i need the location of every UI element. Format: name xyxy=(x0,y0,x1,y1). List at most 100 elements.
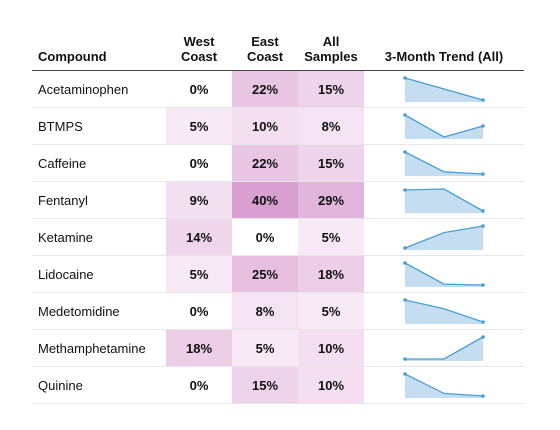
sparkline-endpoint xyxy=(403,246,407,250)
compound-name: Ketamine xyxy=(32,218,166,256)
header-compound-label: Compound xyxy=(38,49,107,64)
west-value-cell: 0% xyxy=(166,366,232,404)
compound-name: Lidocaine xyxy=(32,255,166,293)
trend-cell xyxy=(364,144,524,182)
sparkline-endpoint xyxy=(403,372,407,376)
compound-name: Caffeine xyxy=(32,144,166,182)
west-value-cell: 0% xyxy=(166,144,232,182)
sparkline xyxy=(403,335,485,361)
sparkline-endpoint xyxy=(481,224,485,228)
sparkline-endpoint xyxy=(403,113,407,117)
sparkline-line xyxy=(404,299,484,323)
trend-cell xyxy=(364,218,524,256)
sparkline-endpoint xyxy=(403,188,407,192)
trend-cell xyxy=(364,366,524,404)
west-value-cell: 5% xyxy=(166,107,232,145)
sparkline-line xyxy=(404,262,484,286)
sparkline-endpoint xyxy=(481,283,485,287)
header-trend: 3-Month Trend (All) xyxy=(364,34,524,71)
sparkline-endpoint xyxy=(481,172,485,176)
east-value-cell: 5% xyxy=(232,329,298,367)
all-value-cell: 5% xyxy=(298,292,364,330)
all-value-cell: 18% xyxy=(298,255,364,293)
sparkline-line xyxy=(405,336,484,360)
sparkline-endpoint xyxy=(481,209,485,213)
header-west-line2: Coast xyxy=(180,49,218,64)
east-value-cell: 15% xyxy=(232,366,298,404)
trend-cell xyxy=(364,255,524,293)
sparkline-endpoint xyxy=(481,320,485,324)
table-row: Lidocaine 5% 25% 18% xyxy=(32,255,524,293)
sparkline-line xyxy=(404,373,484,397)
compound-name: Medetomidine xyxy=(32,292,166,330)
west-value-cell: 5% xyxy=(166,255,232,293)
all-value-cell: 10% xyxy=(298,329,364,367)
compound-table: Compound West Coast East Coast All Samples … xyxy=(32,34,524,404)
sparkline-endpoint xyxy=(403,261,407,265)
sparkline-endpoint xyxy=(403,150,407,154)
table-row: Medetomidine 0% 8% 5% xyxy=(32,292,524,330)
sparkline-endpoint xyxy=(481,335,485,339)
sparkline-endpoint xyxy=(403,76,407,80)
header-west-line1: West xyxy=(183,34,215,49)
table-row: Acetaminophen 0% 22% 15% xyxy=(32,70,524,108)
table-row: Methamphetamine 18% 5% 10% xyxy=(32,329,524,367)
east-value-cell: 25% xyxy=(232,255,298,293)
east-value-cell: 22% xyxy=(232,70,298,108)
table-row: Ketamine 14% 0% 5% xyxy=(32,218,524,256)
header-east-coast: East Coast xyxy=(232,34,298,71)
west-value-cell: 18% xyxy=(166,329,232,367)
all-value-cell: 5% xyxy=(298,218,364,256)
sparkline-line xyxy=(404,114,484,138)
all-value-cell: 29% xyxy=(298,181,364,219)
header-compound: Compound xyxy=(32,34,166,71)
sparkline-area xyxy=(405,300,483,324)
sparkline xyxy=(403,372,485,398)
sparkline-endpoint xyxy=(481,394,485,398)
compound-name: Acetaminophen xyxy=(32,70,166,108)
sparkline xyxy=(403,113,485,139)
sparkline-endpoint xyxy=(403,298,407,302)
trend-cell xyxy=(364,107,524,145)
sparkline-area xyxy=(405,115,483,139)
west-value-cell: 0% xyxy=(166,70,232,108)
sparkline-endpoint xyxy=(481,98,485,102)
sparkline-area xyxy=(405,226,483,250)
sparkline-area xyxy=(405,374,483,398)
all-value-cell: 8% xyxy=(298,107,364,145)
compound-name: Methamphetamine xyxy=(32,329,166,367)
sparkline-area xyxy=(405,263,483,287)
header-all-line2: Samples xyxy=(304,49,358,64)
sparkline xyxy=(403,76,485,102)
table-row: Quinine 0% 15% 10% xyxy=(32,366,524,404)
all-value-cell: 10% xyxy=(298,366,364,404)
table-row: Fentanyl 9% 40% 29% xyxy=(32,181,524,219)
sparkline xyxy=(403,188,485,213)
table-row: BTMPS 5% 10% 8% xyxy=(32,107,524,145)
header-east-line2: Coast xyxy=(246,49,284,64)
sparkline-area xyxy=(405,152,483,176)
sparkline xyxy=(403,298,485,324)
table-row: Caffeine 0% 22% 15% xyxy=(32,144,524,182)
header-east-line1: East xyxy=(251,34,279,49)
trend-cell xyxy=(364,329,524,367)
header-trend-label: 3-Month Trend (All) xyxy=(384,49,504,64)
header-west-coast: West Coast xyxy=(166,34,232,71)
trend-cell xyxy=(364,292,524,330)
sparkline-endpoint xyxy=(403,357,407,361)
compound-name: Fentanyl xyxy=(32,181,166,219)
west-value-cell: 9% xyxy=(166,181,232,219)
sparkline xyxy=(403,261,485,287)
east-value-cell: 22% xyxy=(232,144,298,182)
sparkline-endpoint xyxy=(481,124,485,128)
compound-name: BTMPS xyxy=(32,107,166,145)
all-value-cell: 15% xyxy=(298,144,364,182)
compound-name: Quinine xyxy=(32,366,166,404)
sparkline-line xyxy=(404,225,484,249)
all-value-cell: 15% xyxy=(298,70,364,108)
table-body: Acetaminophen 0% 22% 15% BTMPS 5% 10% 8% Caffein… xyxy=(32,70,524,404)
west-value-cell: 14% xyxy=(166,218,232,256)
east-value-cell: 10% xyxy=(232,107,298,145)
east-value-cell: 40% xyxy=(232,181,298,219)
